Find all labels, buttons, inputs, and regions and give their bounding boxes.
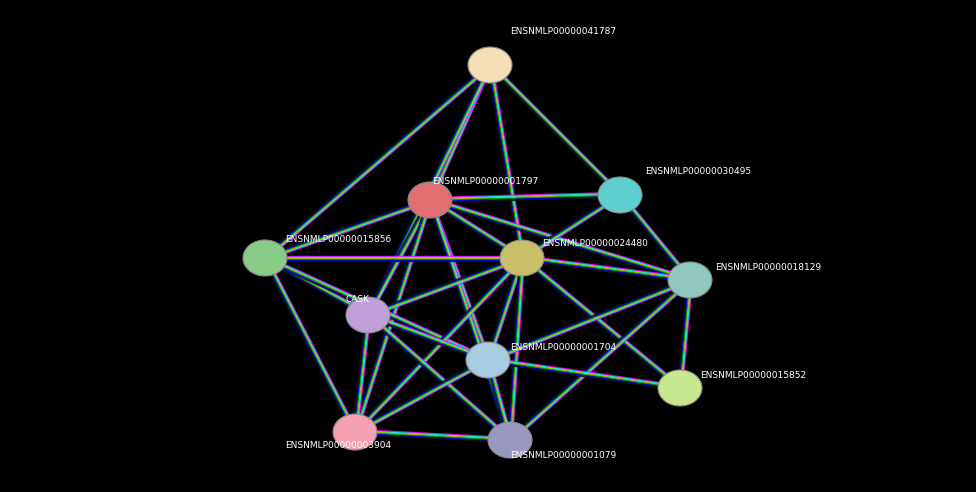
Text: ENSNMLP00000001704: ENSNMLP00000001704: [510, 343, 616, 352]
Text: ENSNMLP00000015852: ENSNMLP00000015852: [700, 371, 806, 380]
Ellipse shape: [598, 177, 642, 213]
Ellipse shape: [488, 422, 532, 458]
Text: ENSNMLP00000003904: ENSNMLP00000003904: [285, 440, 391, 450]
Ellipse shape: [658, 370, 702, 406]
Text: ENSNMLP00000001797: ENSNMLP00000001797: [432, 178, 538, 186]
Ellipse shape: [668, 262, 712, 298]
Text: ENSNMLP00000018129: ENSNMLP00000018129: [715, 264, 821, 273]
Text: ENSNMLP00000001079: ENSNMLP00000001079: [510, 451, 616, 460]
Text: ENSNMLP00000024480: ENSNMLP00000024480: [542, 240, 648, 248]
Ellipse shape: [346, 297, 390, 333]
Text: ENSNMLP00000030495: ENSNMLP00000030495: [645, 167, 752, 177]
Ellipse shape: [468, 47, 512, 83]
Text: ENSNMLP00000041787: ENSNMLP00000041787: [510, 28, 616, 36]
Ellipse shape: [243, 240, 287, 276]
Text: CASK: CASK: [345, 296, 369, 305]
Text: ENSNMLP00000015856: ENSNMLP00000015856: [285, 236, 391, 245]
Ellipse shape: [466, 342, 510, 378]
Ellipse shape: [333, 414, 377, 450]
Ellipse shape: [500, 240, 544, 276]
Ellipse shape: [408, 182, 452, 218]
